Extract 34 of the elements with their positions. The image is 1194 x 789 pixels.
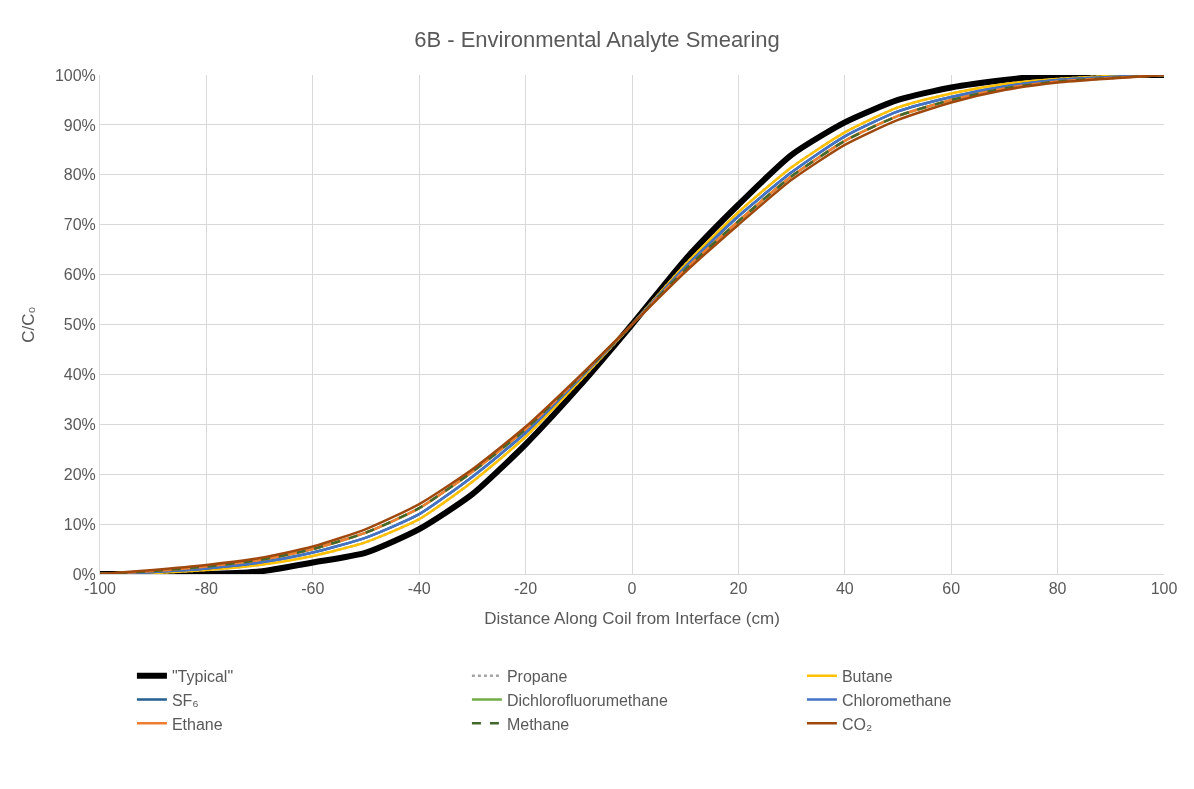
y-tick-label: 50%	[63, 316, 96, 334]
y-tick-label: 70%	[63, 216, 96, 234]
x-tick-label: 60	[942, 580, 961, 598]
legend-label: SF₆	[171, 691, 199, 709]
legend-label: CO₂	[841, 715, 873, 733]
x-tick-label: -100	[83, 580, 117, 598]
legend-label: Butane	[841, 667, 893, 685]
x-tick-label: -80	[194, 580, 219, 598]
y-tick-label: 20%	[63, 465, 96, 483]
y-tick-label: 60%	[63, 266, 96, 284]
y-tick-label: 40%	[63, 366, 96, 383]
x-tick-label: -40	[407, 580, 431, 598]
x-tick-label: 40	[835, 580, 854, 598]
y-tick-label: 30%	[63, 415, 96, 433]
y-tick-label: 80%	[63, 166, 96, 184]
x-tick-label: 100	[1150, 580, 1178, 598]
legend-label: "Typical"	[171, 667, 234, 685]
y-axis-title: C/C₀	[19, 306, 39, 343]
legend-label: Propane	[506, 667, 568, 685]
y-tick-label: 0%	[72, 565, 96, 583]
legend-label: Ethane	[171, 715, 223, 733]
x-axis-title: Distance Along Coil from Interface (cm)	[484, 608, 780, 628]
legend-label: Methane	[506, 715, 570, 733]
y-tick-label: 90%	[63, 116, 96, 134]
x-tick-label: -20	[514, 580, 538, 598]
x-tick-label: 80	[1048, 580, 1067, 598]
x-tick-label: 0	[627, 580, 637, 598]
x-tick-label: 20	[729, 580, 748, 598]
legend-label: Chloromethane	[841, 691, 952, 709]
x-tick-label: -60	[301, 580, 325, 598]
legend-label: Dichlorofluorumethane	[506, 691, 668, 709]
chart-title: 6B - Environmental Analyte Smearing	[414, 26, 780, 52]
y-tick-label: 100%	[54, 66, 96, 84]
y-tick-label: 10%	[63, 515, 96, 533]
